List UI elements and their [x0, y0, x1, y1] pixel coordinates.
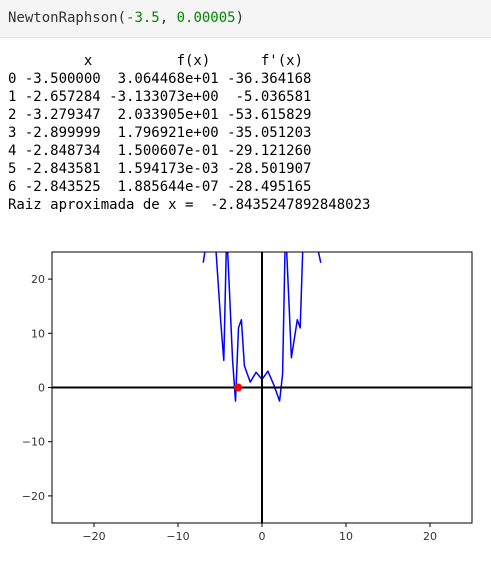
- y-tick-label: 0: [38, 382, 45, 395]
- arg-tolerance: 0.00005: [176, 10, 236, 26]
- root-point: [234, 383, 243, 392]
- table-row: 1 -2.657284 -3.133073e+00 -5.036581: [8, 89, 312, 105]
- code-line[interactable]: NewtonRaphson(-3.5, 0.00005): [8, 9, 244, 27]
- code-cell[interactable]: NewtonRaphson(-3.5, 0.00005): [0, 0, 491, 38]
- table-row: 2 -3.279347 2.033905e+01 -53.615829: [8, 107, 312, 123]
- y-tick-label: −10: [22, 436, 45, 449]
- function-name: NewtonRaphson: [8, 10, 118, 26]
- table-row: 4 -2.848734 1.500607e-01 -29.121260: [8, 143, 312, 159]
- y-tick-label: 20: [31, 273, 45, 286]
- x-tick-label: 20: [423, 530, 437, 543]
- cell-output: x f(x) f'(x) 0 -3.500000 3.064468e+01 -3…: [8, 52, 370, 214]
- table-row: 5 -2.843581 1.594173e-03 -28.501907: [8, 161, 312, 177]
- newton-plot: −20 −10 0 10 20 20 10 0 −10 −20: [22, 251, 473, 543]
- function-curve: [202, 252, 322, 402]
- root-result-line: Raiz aproximada de x = -2.84352478928480…: [8, 197, 371, 213]
- y-tick-label: −20: [22, 490, 45, 503]
- table-header: x f(x) f'(x): [8, 53, 304, 69]
- arg-separator: ,: [159, 10, 177, 26]
- x-tick-label: 0: [259, 530, 266, 543]
- x-tick-label: 10: [339, 530, 353, 543]
- table-row: 0 -3.500000 3.064468e+01 -36.364168: [8, 71, 312, 87]
- arg-x0: -3.5: [126, 10, 160, 26]
- plot-output: −20 −10 0 10 20 20 10 0 −10 −20: [0, 244, 491, 562]
- table-row: 3 -2.899999 1.796921e+00 -35.051203: [8, 125, 312, 141]
- x-tick-label: −20: [82, 530, 105, 543]
- close-paren: ): [235, 10, 245, 26]
- open-paren: (: [117, 10, 127, 26]
- y-tick-label: 10: [31, 327, 45, 340]
- x-tick-label: −10: [166, 530, 189, 543]
- table-row: 6 -2.843525 1.885644e-07 -28.495165: [8, 179, 312, 195]
